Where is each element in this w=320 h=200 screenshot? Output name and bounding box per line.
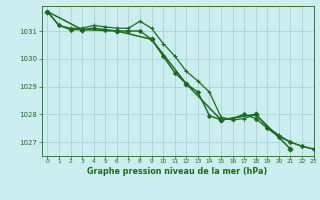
X-axis label: Graphe pression niveau de la mer (hPa): Graphe pression niveau de la mer (hPa) xyxy=(87,167,268,176)
